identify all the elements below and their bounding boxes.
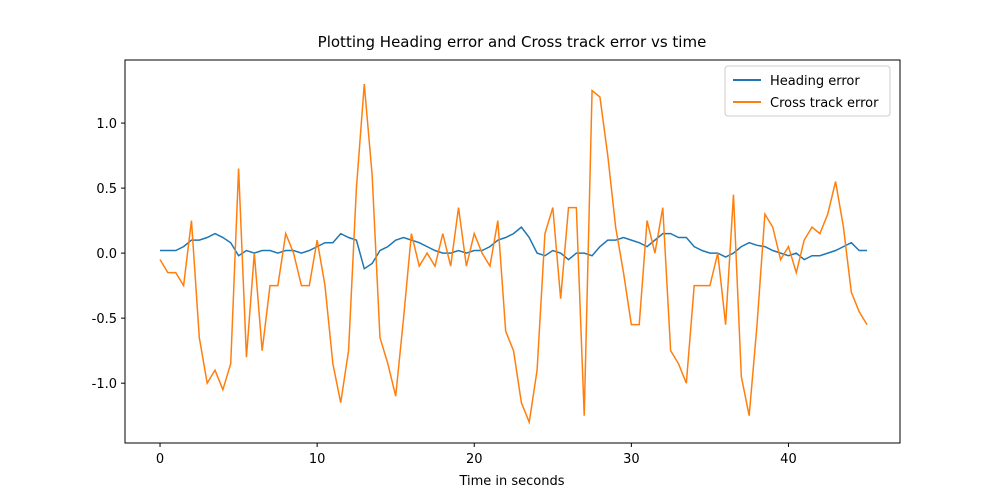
legend-label: Cross track error: [770, 96, 879, 111]
x-tick-label: 10: [309, 452, 326, 467]
legend-label: Heading error: [770, 74, 860, 89]
plot-frame: [124, 59, 901, 444]
y-tick-label: 0.5: [96, 182, 117, 197]
chart-title: Plotting Heading error and Cross track e…: [318, 33, 707, 51]
series-line: [160, 226, 868, 270]
y-tick-label: -1.0: [92, 377, 117, 392]
x-tick-label: 40: [780, 452, 797, 467]
legend: Heading error Cross track error: [724, 65, 891, 117]
x-axis-label: Time in seconds: [458, 474, 564, 489]
y-tick-label: 1.0: [96, 117, 117, 132]
series-line: [159, 83, 868, 426]
y-tick-label: 0.0: [96, 247, 117, 262]
x-tick-label: 20: [466, 452, 483, 467]
x-tick-label: 0: [156, 452, 164, 467]
legend-box: [724, 65, 891, 117]
x-tick-label: 30: [623, 452, 640, 467]
y-tick-label: -0.5: [92, 312, 117, 327]
